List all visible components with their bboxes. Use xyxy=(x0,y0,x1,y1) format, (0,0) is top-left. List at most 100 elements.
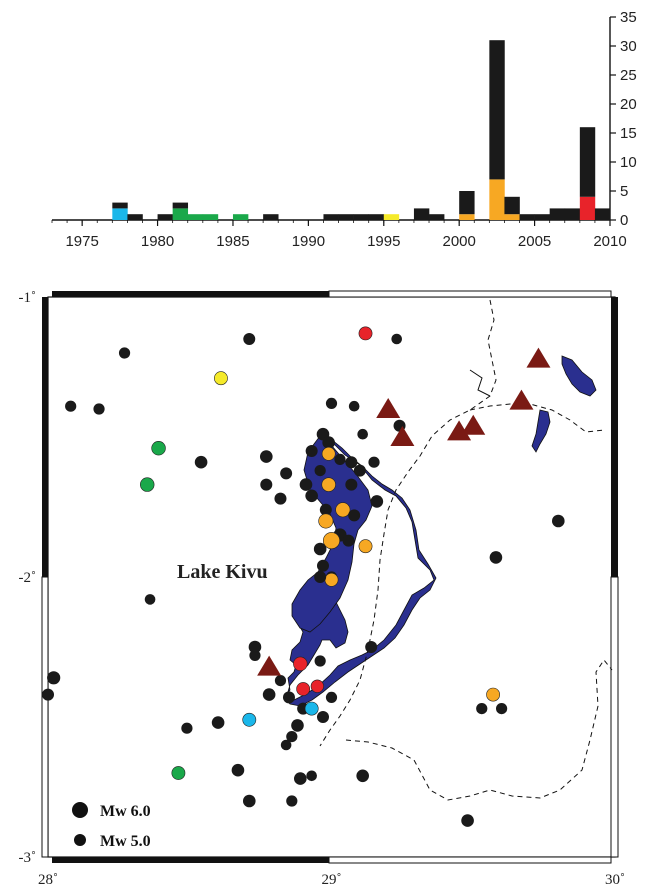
legend-label-small: Mw 5.0 xyxy=(100,833,151,850)
histogram-bar-segment xyxy=(112,208,128,220)
earthquake-marker xyxy=(118,347,131,359)
earthquake-marker xyxy=(242,712,257,727)
x-tick-label: 1975 xyxy=(65,233,98,250)
earthquake-marker xyxy=(214,371,228,386)
earthquake-marker xyxy=(274,675,287,687)
earthquake-marker xyxy=(334,453,346,465)
histogram-bar-segment xyxy=(353,214,370,220)
histogram-bar-segment xyxy=(383,214,400,220)
earthquake-marker xyxy=(368,456,380,468)
x-tick-label: 2000 xyxy=(443,233,476,250)
histogram-bar-segment xyxy=(594,208,611,220)
histogram-bar-segment xyxy=(232,214,249,220)
earthquake-marker xyxy=(296,682,311,696)
lake-kivu-label: Lake Kivu xyxy=(177,561,268,583)
earthquake-marker xyxy=(313,542,327,556)
y-tick-label: 35 xyxy=(620,9,637,26)
earthquake-marker xyxy=(319,503,332,516)
earthquake-marker xyxy=(489,551,503,564)
x-tick-label: 2005 xyxy=(518,233,551,250)
histogram-bar-segment xyxy=(519,214,535,220)
earthquake-marker xyxy=(314,571,327,583)
earthquake-marker xyxy=(365,641,378,653)
river-line xyxy=(469,369,491,397)
earthquake-marker xyxy=(348,509,361,522)
volcano-icon xyxy=(390,426,415,446)
earthquake-marker xyxy=(318,513,334,529)
histogram-bar-segment xyxy=(368,214,385,220)
x-tick-label: 1995 xyxy=(367,233,400,250)
histogram-bar-segment xyxy=(489,40,505,180)
histogram-bar-segment xyxy=(429,214,445,220)
lon-tick-label: 29˚ xyxy=(322,872,342,888)
earthquake-marker xyxy=(65,400,77,412)
histogram-bar-segment xyxy=(579,196,596,220)
magnitude-legend: Mw 6.0 Mw 5.0 xyxy=(72,802,151,850)
border-lines xyxy=(319,299,613,801)
earthquake-marker xyxy=(171,766,186,780)
volcano-icon xyxy=(509,389,534,410)
earthquake-marker xyxy=(231,763,245,777)
earthquake-marker xyxy=(144,594,156,605)
volcano-icon xyxy=(257,655,282,676)
lat-tick-label: -3˚ xyxy=(19,850,37,866)
legend-label-large: Mw 6.0 xyxy=(100,803,151,820)
earthquake-marker xyxy=(322,436,335,449)
volcano-icon xyxy=(461,414,486,435)
earthquake-marker xyxy=(274,492,287,505)
earthquake-marker xyxy=(314,465,326,477)
histogram-bar-segment xyxy=(112,202,128,209)
earthquake-marker xyxy=(314,655,326,667)
histogram-bar-segment xyxy=(504,196,520,215)
earthquake-marker xyxy=(321,477,336,492)
earthquake-marker xyxy=(194,455,208,469)
y-tick-label: 15 xyxy=(620,125,637,142)
earthquake-marker xyxy=(305,489,318,503)
histogram-bar-segment xyxy=(489,179,505,220)
event-histogram: 0 5 10 15 20 25 30 35 1975 1980 1985 1990 1995 2000 20… xyxy=(51,9,637,250)
histogram-bar-segment xyxy=(459,214,475,220)
x-tick-label: 1985 xyxy=(216,233,249,250)
histogram-bar-segment xyxy=(202,214,219,220)
earthquake-marker xyxy=(260,478,273,491)
earthquake-marker xyxy=(476,703,488,715)
earthquake-marker xyxy=(280,739,292,751)
histogram-bar-segment xyxy=(534,214,550,220)
earthquake-marker xyxy=(325,397,338,409)
earthquake-marker xyxy=(299,478,313,491)
earthquake-marker xyxy=(151,441,166,456)
lat-tick-label: -2˚ xyxy=(19,570,37,586)
earthquake-marker xyxy=(304,701,319,716)
earthquake-marker xyxy=(358,539,373,554)
earthquake-marker xyxy=(242,794,256,808)
lat-tick-label: -1˚ xyxy=(19,290,37,306)
earthquake-marker xyxy=(286,731,298,743)
histogram-bar-segment xyxy=(263,214,279,220)
histogram-bar-segment xyxy=(323,214,339,220)
histogram-bar-segment xyxy=(172,208,189,220)
y-tick-label: 20 xyxy=(620,96,637,113)
earthquake-marker xyxy=(335,502,351,518)
earthquake-marker xyxy=(345,478,358,491)
earthquake-marker xyxy=(286,795,298,807)
histogram-bar-segment xyxy=(338,214,354,220)
histogram-bar-segment xyxy=(413,208,430,220)
earthquake-marker xyxy=(461,814,474,827)
earthquake-marker xyxy=(348,400,360,412)
legend-small-symbol xyxy=(74,834,86,846)
earthquake-marker xyxy=(496,703,508,715)
x-tick-label: 1980 xyxy=(141,233,174,250)
y-tick-label: 0 xyxy=(620,212,628,229)
histogram-bar-segment xyxy=(459,191,475,215)
histogram-bar-segment xyxy=(579,127,596,197)
earthquake-marker xyxy=(345,456,358,469)
volcano-icon xyxy=(447,420,472,441)
earthquake-marker xyxy=(310,679,324,693)
earthquake-marker xyxy=(262,688,276,701)
map-axis-ticks: 28˚ 29˚ 30˚ -1˚ -2˚ -3˚ xyxy=(19,290,626,888)
earthquake-marker xyxy=(486,687,500,702)
y-tick-label: 5 xyxy=(620,183,628,200)
histogram-bar-segment xyxy=(172,202,189,209)
earthquake-marker xyxy=(282,691,295,704)
histogram-bar-segment xyxy=(157,214,173,220)
